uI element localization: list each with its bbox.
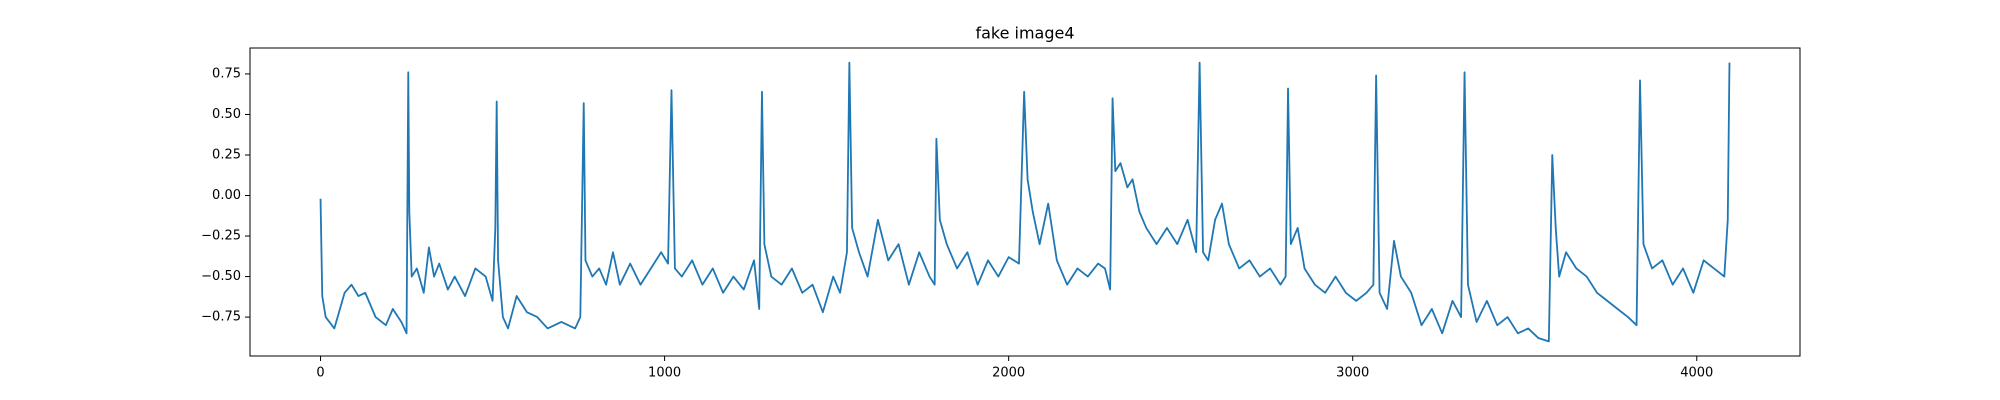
y-tick-label: 0.50 (212, 107, 241, 122)
x-tick-label: 1000 (648, 366, 681, 381)
chart-title: fake image4 (975, 24, 1074, 43)
y-tick-label: 0.75 (212, 66, 241, 81)
x-tick-label: 2000 (992, 366, 1025, 381)
line-series (319, 61, 1731, 343)
y-tick-label: 0.25 (212, 147, 241, 162)
y-tick-label: 0.00 (212, 188, 241, 203)
y-tick-label: −0.50 (201, 269, 241, 284)
y-tick-label: −0.25 (201, 229, 241, 244)
plot-frame (249, 47, 1801, 357)
x-tick-label: 0 (316, 366, 324, 381)
x-tick-label: 3000 (1336, 366, 1369, 381)
x-tick-label: 4000 (1680, 366, 1713, 381)
y-tick-label: −0.75 (201, 310, 241, 325)
